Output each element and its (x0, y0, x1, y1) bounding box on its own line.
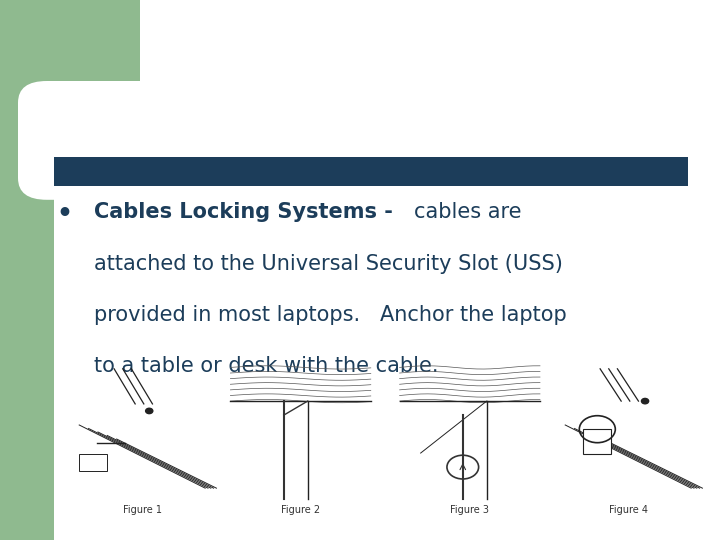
Bar (0, 0, 140, 173)
Text: Figure 2: Figure 2 (281, 505, 320, 515)
Bar (583, 429, 611, 455)
Circle shape (145, 408, 153, 414)
FancyBboxPatch shape (18, 81, 191, 200)
Text: provided in most laptops.   Anchor the laptop: provided in most laptops. Anchor the lap… (94, 305, 567, 325)
Text: cables are: cables are (414, 202, 521, 222)
Text: •: • (57, 202, 73, 226)
Text: Figure 3: Figure 3 (450, 505, 490, 515)
Text: attached to the Universal Security Slot (USS): attached to the Universal Security Slot … (94, 254, 562, 274)
Text: Figure 1: Figure 1 (122, 505, 162, 515)
Circle shape (642, 399, 649, 404)
Bar (0, 173, 54, 540)
Bar (79, 455, 107, 471)
Text: Figure 4: Figure 4 (608, 505, 648, 515)
Text: Cables Locking Systems -: Cables Locking Systems - (94, 202, 392, 222)
Bar (54, 157, 688, 186)
Text: to a table or desk with the cable.: to a table or desk with the cable. (94, 356, 438, 376)
